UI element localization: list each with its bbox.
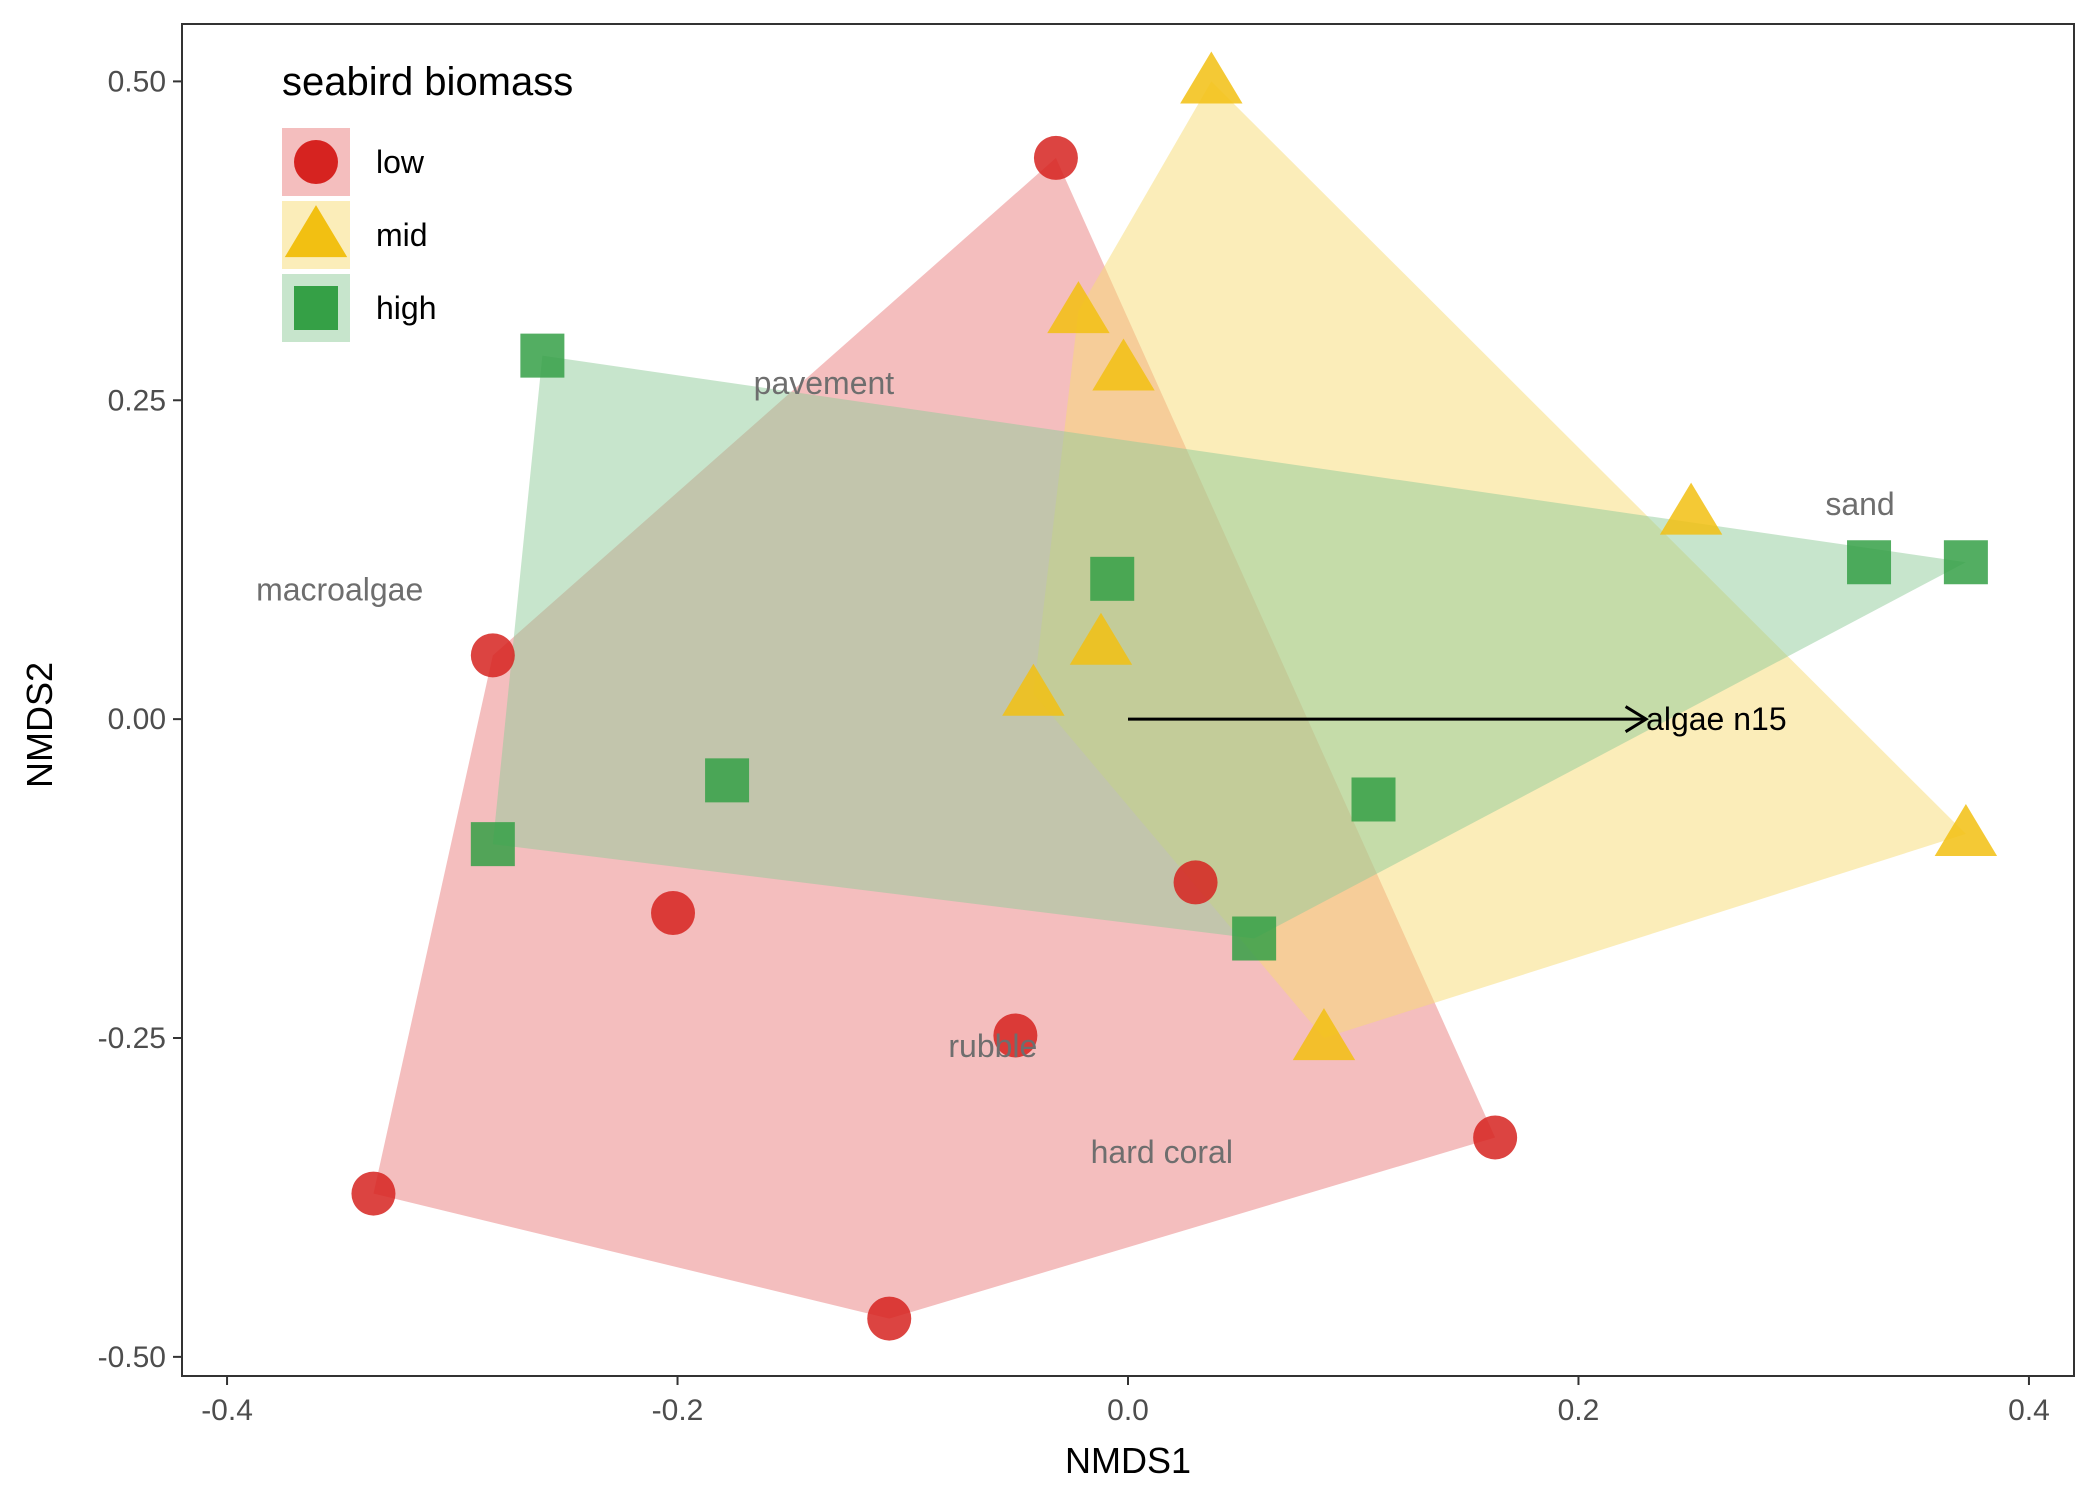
data-point-mid (1069, 612, 1133, 665)
legend-label-mid: mid (376, 217, 428, 253)
hull-high (492, 355, 1966, 939)
vector-arrow-head (1624, 705, 1649, 733)
y-tick-label: 0.50 (108, 65, 166, 98)
vector-layer: algae n15 (1128, 701, 1787, 737)
axes-layer: -0.4 -0.2 0.0 0.2 0.4 -0.50 -0.25 0.00 0.25 0.50 (98, 23, 2075, 1427)
data-point-low (470, 633, 515, 678)
species-label: pavement (754, 365, 895, 401)
data-point-mid (1292, 1008, 1356, 1061)
data-point-low (651, 891, 696, 936)
data-point-high (705, 758, 750, 803)
data-point-high (1090, 556, 1135, 601)
legend-title: seabird biomass (282, 60, 573, 104)
data-point-high (1232, 916, 1277, 961)
point-layer (351, 51, 1998, 1341)
data-point-mid (1934, 804, 1998, 857)
species-label: hard coral (1091, 1134, 1233, 1170)
data-point-mid (1659, 482, 1723, 535)
y-tick-label: 0.00 (108, 703, 166, 736)
data-point-high (1351, 777, 1396, 822)
x-axis-title: NMDS1 (1065, 1440, 1191, 1481)
x-tick-label: 0.0 (1107, 1394, 1149, 1427)
data-point-mid (1047, 281, 1110, 334)
x-tick-label: 0.2 (1558, 1394, 1600, 1427)
data-point-high (470, 822, 515, 867)
vector-label: algae n15 (1646, 701, 1787, 737)
data-point-high (520, 333, 565, 378)
data-point-mid (1092, 338, 1155, 391)
legend-label-low: low (376, 144, 425, 180)
legend-marker-low (294, 140, 338, 184)
species-label: sand (1825, 486, 1894, 522)
species-label: rubble (948, 1028, 1037, 1064)
y-tick-label: 0.25 (108, 384, 166, 417)
data-point-low (993, 1013, 1038, 1058)
legend-marker-mid (284, 205, 348, 258)
x-tick-label: -0.4 (201, 1394, 253, 1427)
y-tick-label: -0.25 (98, 1022, 166, 1055)
hull-layer (373, 81, 1966, 1319)
species-label-layer: pavement macroalgae sand rubble hard coral (256, 365, 1895, 1170)
data-point-low (1173, 860, 1218, 905)
data-point-mid (1002, 663, 1065, 716)
data-point-low (867, 1296, 912, 1341)
data-point-mid (1180, 51, 1243, 104)
x-tick-label: 0.4 (2008, 1394, 2050, 1427)
data-point-low (1473, 1115, 1518, 1160)
y-tick-label: -0.50 (98, 1341, 166, 1374)
x-tick-label: -0.2 (652, 1394, 704, 1427)
data-point-low (351, 1171, 396, 1216)
data-point-high (1847, 540, 1892, 585)
data-point-low (1033, 135, 1078, 180)
data-point-high (1943, 540, 1988, 585)
legend: seabird biomass low mid high (282, 60, 573, 342)
legend-label-high: high (376, 290, 437, 326)
legend-marker-high (294, 286, 338, 330)
y-axis-title: NMDS2 (19, 662, 60, 788)
species-label: macroalgae (256, 572, 423, 608)
